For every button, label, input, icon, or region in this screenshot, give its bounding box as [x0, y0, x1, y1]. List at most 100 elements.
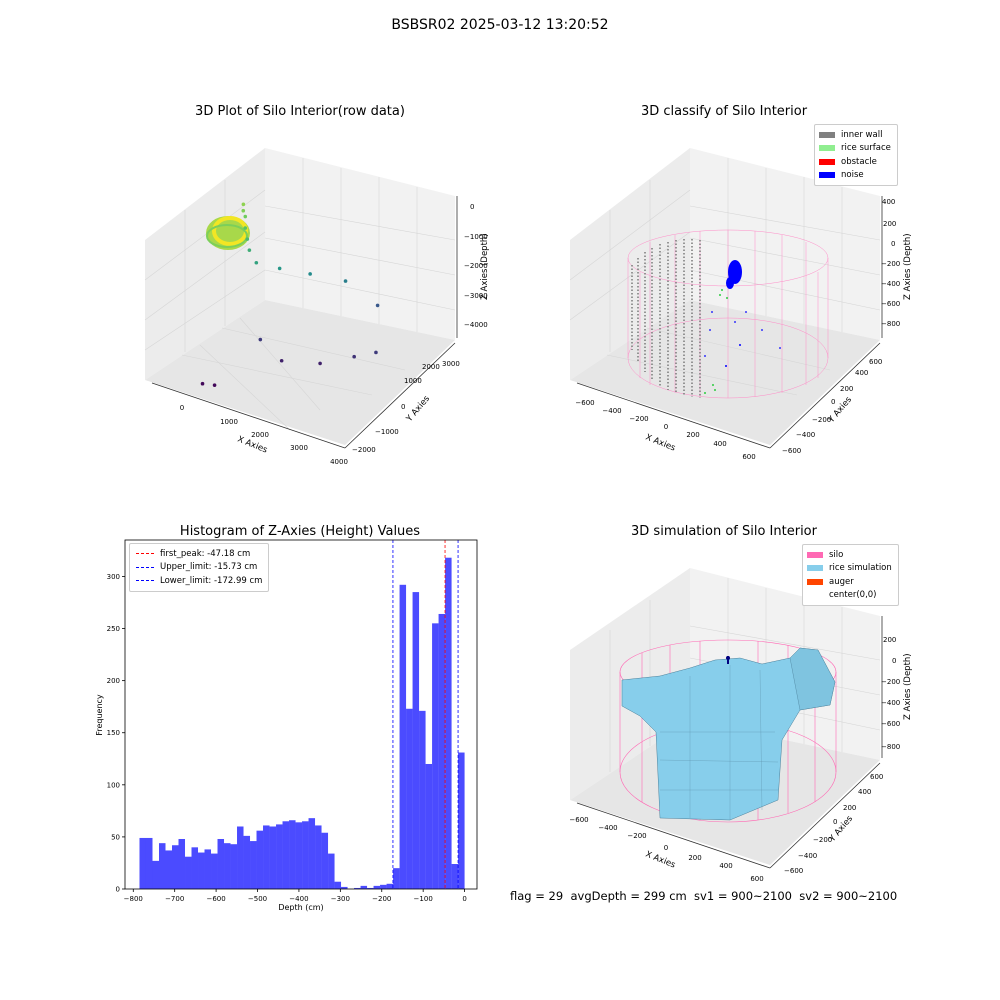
histogram-bar	[328, 853, 335, 889]
p4-xtick: 400	[719, 862, 732, 870]
p4-xtick: 200	[688, 854, 701, 862]
histogram-bar	[445, 557, 452, 889]
classify-3d-plot: −600 −400 −200 0 200 400 600 −600 −400 −…	[569, 148, 913, 461]
histogram-y-tick-label: 250	[107, 625, 120, 633]
p1-zlabel: Z Axies (Depth)	[480, 233, 490, 300]
histogram-bar	[341, 886, 348, 889]
p2-zlabel: Z Axies (Depth)	[903, 233, 913, 300]
histogram-bar	[412, 592, 420, 889]
p1-ylabel: Y Axies	[404, 394, 432, 425]
histogram-bar	[451, 863, 459, 889]
p4-xtick: −600	[569, 816, 588, 824]
histogram-bar	[406, 708, 413, 889]
p4-ztick: −600	[881, 720, 900, 728]
p2-ytick: 0	[831, 398, 835, 406]
histogram-bar	[458, 752, 465, 889]
histogram-x-ticks: −800 −700 −600 −500 −400 −300 −200 −100 0	[124, 889, 467, 903]
p1-ztick: −2000	[464, 262, 488, 270]
p1-ytick: 3000	[442, 360, 460, 368]
histogram-bar	[178, 838, 186, 889]
p4-ytick: 600	[870, 773, 883, 781]
histogram-bar	[158, 843, 166, 889]
histogram-bar	[198, 852, 205, 889]
scatter-point	[245, 237, 250, 241]
panel1-grid	[144, 158, 456, 431]
histogram-x-tick-label: −400	[289, 895, 308, 903]
histogram-bars	[139, 557, 465, 889]
figure-title: BSBSR02 2025-03-12 13:20:52	[391, 17, 609, 33]
p4-ztick: −400	[881, 699, 900, 707]
histogram-bar	[243, 835, 251, 889]
panel1-axes-box	[144, 148, 458, 449]
scatter-point	[375, 303, 380, 308]
p1-ytick: 0	[401, 403, 405, 411]
histogram-bar	[217, 838, 225, 889]
legend-entry-noise: noise	[819, 169, 891, 183]
legend-entry-rice-simulation: rice simulation	[807, 562, 892, 576]
p4-ylabel: Y Axies	[827, 814, 855, 845]
raw-data-3d-plot: 0 1000 2000 3000 4000 −2000 −1000 0 1000…	[144, 148, 490, 466]
p2-ytick: 200	[840, 385, 853, 393]
panel2-title: 3D classify of Silo Interior	[640, 104, 808, 119]
legend-entry-rice-surface: rice surface	[819, 142, 891, 156]
histogram-bar	[152, 860, 159, 889]
histogram-y-tick-label: 100	[107, 781, 120, 789]
scatter-point	[200, 381, 205, 386]
histogram-x-tick-label: −700	[165, 895, 184, 903]
legend-entry-center: center(0,0)	[807, 589, 892, 603]
histogram-bar	[438, 613, 446, 889]
p4-ztick: −800	[881, 743, 900, 751]
histogram-bar	[191, 847, 199, 889]
legend-entry-first-peak: first_peak: -47.18 cm	[136, 547, 262, 561]
p1-xtick: 0	[180, 404, 184, 412]
p4-xtick: 0	[664, 844, 668, 852]
histogram-y-tick-label: 300	[107, 573, 120, 581]
histogram-bar	[334, 881, 342, 889]
panel1-ticks: 0 1000 2000 3000 4000 −2000 −1000 0 1000…	[180, 203, 488, 466]
histogram-bar	[425, 763, 433, 889]
scatter-point	[243, 214, 248, 219]
histogram-x-tick-label: −500	[248, 895, 267, 903]
p2-xtick: −600	[575, 399, 594, 407]
histogram-x-tick-label: −800	[124, 895, 143, 903]
histogram-bar	[256, 830, 264, 889]
histogram-x-tick-label: −600	[206, 895, 225, 903]
p2-ztick: 400	[882, 198, 895, 206]
histogram-bar	[302, 821, 309, 889]
legend-entry-auger: auger	[807, 575, 892, 589]
silo-wireframe	[627, 229, 829, 399]
histogram-ylabel: Frequency	[95, 694, 104, 736]
histogram-bar	[230, 844, 238, 889]
scatter-point	[247, 248, 252, 252]
p4-ytick: 400	[858, 788, 871, 796]
p2-ytick: −600	[782, 447, 801, 455]
scatter-point	[254, 260, 259, 265]
p2-xtick: −200	[629, 415, 648, 423]
panel1-scatter-points	[200, 202, 380, 387]
histogram-x-tick-label: −300	[331, 895, 350, 903]
p1-ztick: −3000	[464, 292, 488, 300]
histogram-bar	[185, 856, 192, 889]
histogram-reference-lines	[392, 540, 459, 889]
p2-ztick: −400	[881, 280, 900, 288]
p4-xtick: −200	[627, 832, 646, 840]
histogram-bar	[393, 868, 400, 889]
p1-xtick: 1000	[220, 418, 238, 426]
histogram-bar	[263, 825, 270, 889]
histogram-x-tick-label: −100	[414, 895, 433, 903]
p2-ytick: −400	[796, 431, 815, 439]
p2-ztick: 200	[883, 220, 896, 228]
p1-ytick: 2000	[422, 363, 440, 371]
simulation-3d-plot: −600 −400 −200 0 200 400 600 −600 −400 −…	[569, 568, 913, 883]
scatter-point	[241, 202, 246, 207]
p4-xtick: −400	[598, 824, 617, 832]
p1-ztick: −1000	[464, 233, 488, 241]
simulation-legend: silo rice simulation auger center(0,0)	[802, 544, 899, 606]
p2-xlabel: X Axies	[644, 433, 677, 454]
histogram-bar	[211, 853, 218, 889]
histogram-bar	[145, 837, 153, 889]
histogram-bar	[204, 849, 212, 889]
p2-ztick: 0	[891, 240, 895, 248]
p4-ytick: −200	[813, 836, 832, 844]
rice-surface-points	[704, 289, 728, 394]
